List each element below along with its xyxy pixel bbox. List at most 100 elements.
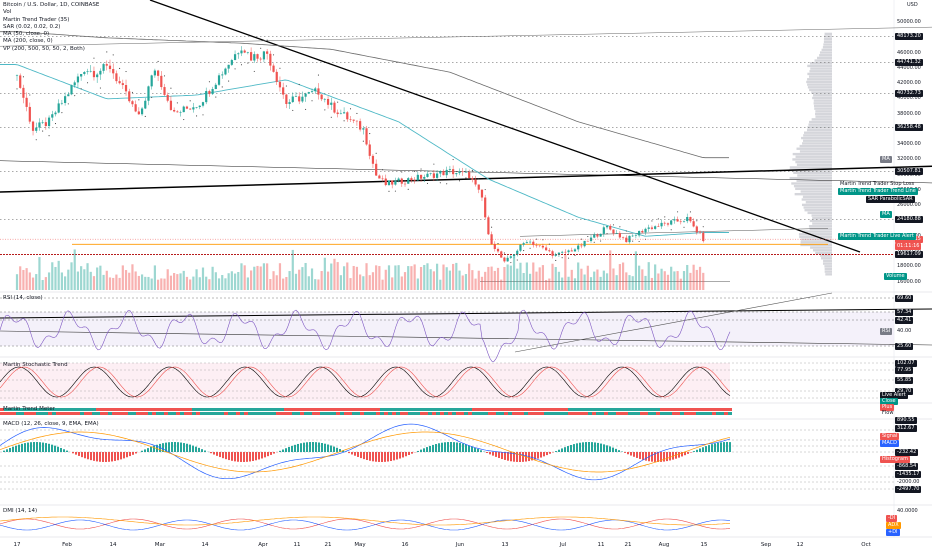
macd-histogram-bar [714, 443, 716, 452]
dmi-title[interactable]: DMI (14, 14) [3, 508, 38, 514]
candle-body [105, 64, 108, 66]
volume-bar [702, 272, 705, 290]
candle-body [134, 104, 137, 112]
volume-profile-bar [819, 51, 832, 54]
volume-bar [282, 278, 285, 290]
trend-meter-cell [176, 412, 180, 415]
indicator-volume-profile[interactable]: VP (200, 500, 50, 50, 2, Both) [3, 45, 85, 52]
volume-bar [516, 268, 519, 290]
macd-histogram-bar [456, 442, 458, 452]
sar-dot [535, 238, 538, 240]
stoch-tag: Flow [882, 409, 894, 416]
trend-meter-cell [480, 412, 484, 415]
trend-meter-cell [128, 412, 132, 415]
volume-bar [176, 274, 179, 290]
rsi-band [0, 312, 894, 346]
volume-bar [605, 273, 609, 290]
volume-bar [509, 265, 512, 290]
sar-dot [337, 101, 339, 103]
macd-histogram-bar [486, 452, 488, 453]
macd-histogram-bar [114, 452, 116, 461]
candle-body [336, 112, 339, 115]
trend-meter-cell [328, 408, 332, 411]
stoch-tag: Close [880, 397, 898, 405]
trend-meter-cell [520, 408, 524, 411]
candle-body [131, 101, 134, 105]
macd-histogram-bar [252, 452, 254, 461]
dmi-tag: +DI [886, 528, 900, 536]
trend-meter-cell [52, 408, 56, 411]
trend-meter-cell [68, 412, 72, 415]
macd-histogram-bar [54, 445, 56, 452]
volume-profile-bar [796, 163, 832, 166]
candle-body [509, 256, 512, 258]
volume-bar [80, 266, 83, 290]
trend-meter-cell [344, 408, 348, 411]
candle-body [660, 222, 663, 227]
macd-histogram-bar [441, 442, 443, 452]
price-axis-tick: 34000.00 [897, 141, 921, 148]
volume-bar [638, 265, 641, 290]
macd-histogram-bar [72, 452, 74, 454]
candle-body [240, 50, 243, 54]
trend-meter-cell [140, 408, 144, 411]
candle-body [253, 54, 256, 61]
macd-histogram-bar [309, 442, 311, 452]
macd-histogram-bar [627, 452, 629, 455]
candle-body [307, 92, 310, 94]
macd-histogram-bar [699, 448, 701, 452]
trend-meter-cell [132, 408, 136, 411]
price-level-label: 36258.48 [895, 123, 923, 131]
candle-body [237, 53, 240, 55]
macd-histogram-bar [594, 442, 596, 452]
macd-histogram-bar [498, 452, 500, 459]
candle-body [140, 108, 144, 115]
candle-body [282, 87, 285, 95]
indicator-ma50[interactable]: MA (50, close, 0) [3, 31, 50, 38]
sar-dot [465, 177, 467, 179]
trend-meter-cell [500, 408, 504, 411]
dmi-level-label: 40.0000 [897, 507, 918, 514]
macd-histogram-bar [228, 452, 230, 461]
candle-body [112, 69, 115, 74]
sar-dot [606, 233, 608, 235]
rsi-title[interactable]: RSI (14, close) [3, 295, 43, 301]
trend-meter-cell [92, 408, 96, 411]
volume-bar [589, 277, 593, 290]
macd-histogram-bar [597, 442, 599, 452]
trend-meter-cell [324, 408, 328, 411]
volume-profile-bar [803, 134, 832, 137]
sar-dot [48, 135, 50, 137]
trend-meter-cell [116, 412, 120, 415]
trend-meter-cell [240, 412, 244, 415]
indicator-ma200[interactable]: MA (200, close, 0) [3, 38, 53, 45]
trend-meter-cell [560, 408, 564, 411]
volume-bar [426, 263, 429, 290]
trend-meter-title[interactable]: Martin Trend Meter [3, 406, 56, 412]
candle-body [532, 241, 535, 246]
macd-histogram-bar [333, 446, 335, 452]
trend-meter-cell [404, 412, 408, 415]
candle-body [391, 180, 394, 185]
volume-bar [503, 267, 506, 290]
sar-dot [54, 123, 57, 125]
volume-profile-bar [799, 235, 832, 239]
macd-histogram-bar [288, 446, 290, 452]
volume-bar [249, 270, 253, 290]
stoch-title[interactable]: Martin Stochastic Trend [3, 362, 68, 368]
volume-profile-bar [824, 270, 832, 273]
trend-meter-cell [660, 408, 664, 411]
indicator-sar[interactable]: SAR (0.02, 0.02, 0.2) [3, 23, 61, 30]
macd-title[interactable]: MACD (12, 26, close, 9, EMA, EMA) [3, 421, 99, 427]
trend-meter-cell [40, 412, 44, 415]
trend-meter-cell [184, 408, 188, 411]
macd-tag: Signal [880, 432, 900, 440]
volume-bar [458, 270, 461, 290]
trend-meter-cell [100, 412, 104, 415]
volume-bar [573, 278, 577, 290]
volume-bar [189, 279, 192, 290]
indicator-volume[interactable]: Vol [3, 9, 12, 16]
volume-bar [128, 272, 131, 290]
indicator-martin-trend-trader[interactable]: Martin Trend Trader (35) [3, 16, 70, 23]
